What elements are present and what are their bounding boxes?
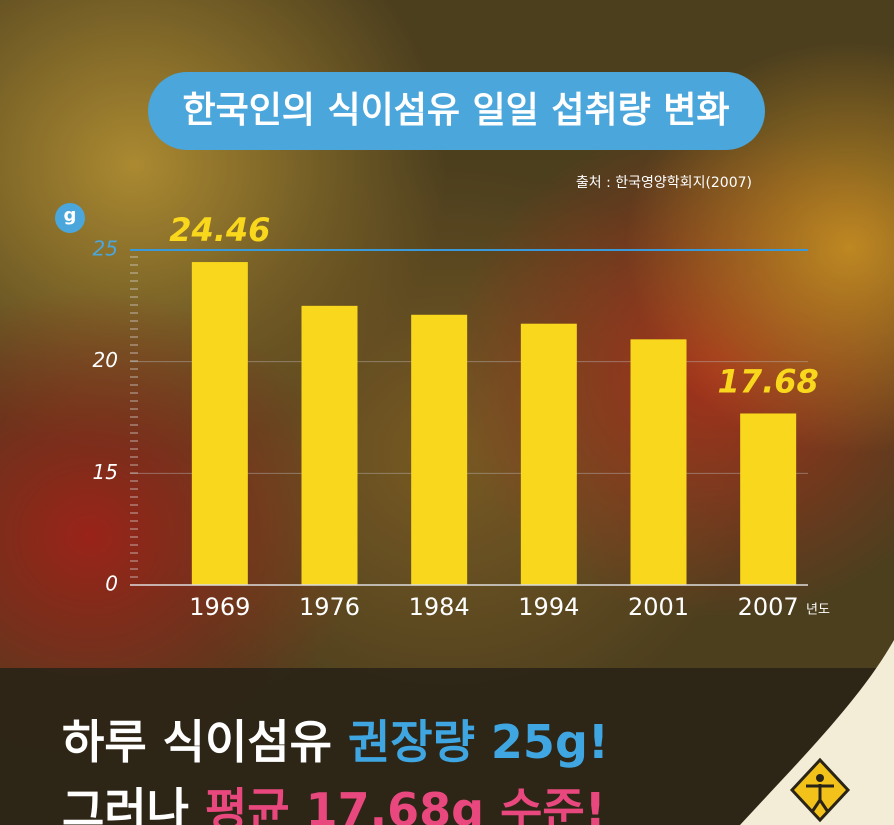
x-tick-label: 1976	[299, 593, 360, 621]
warning-icon	[789, 757, 851, 823]
footer-text: 평균 17.68g 수준!	[205, 783, 606, 825]
bar	[191, 262, 248, 585]
x-tick-label: 1969	[189, 593, 250, 621]
footer: 하루 식이섬유 권장량 25g! 그러나 평균 17.68g 수준!	[62, 715, 609, 825]
y-tick-label: 20	[93, 348, 118, 372]
footer-text: 그러나	[62, 783, 205, 825]
y-tick-label: 0	[105, 572, 118, 596]
title-pill	[148, 72, 765, 150]
bar	[411, 314, 468, 585]
x-axis-label: 년도	[806, 603, 830, 618]
plot: 0 15 20 25 1969 24.46 1976 1984 1994 2001 2007 17.6…	[93, 211, 819, 621]
bar	[740, 413, 797, 585]
source: 출처 : 한국영양학회지(2007)	[576, 175, 752, 191]
x-tick-label: 1984	[409, 593, 470, 621]
y-tick-label: 15	[93, 460, 118, 484]
bar	[301, 305, 358, 585]
y-unit-badge	[55, 203, 85, 233]
footer-text: 권장량 25g!	[348, 715, 609, 769]
footer-line: 하루 식이섬유 권장량 25g!	[62, 715, 609, 769]
footer-line: 그러나 평균 17.68g 수준!	[62, 783, 606, 825]
footer-text: 하루 식이섬유	[62, 715, 348, 769]
data-label: 24.46	[169, 211, 270, 249]
footer-band	[0, 668, 894, 825]
bar	[630, 339, 687, 585]
x-tick-label: 1994	[518, 593, 579, 621]
x-tick-label: 2001	[628, 593, 689, 621]
y-axis-label: g	[64, 205, 77, 226]
x-tick-label: 2007	[738, 593, 799, 621]
chart-title: 한국인의 식이섬유 일일 섭취량 변화	[183, 90, 730, 131]
data-label: 17.68	[718, 362, 819, 400]
y-tick-label: 25	[93, 237, 118, 261]
bar	[520, 323, 577, 585]
footer-curve	[740, 640, 894, 825]
